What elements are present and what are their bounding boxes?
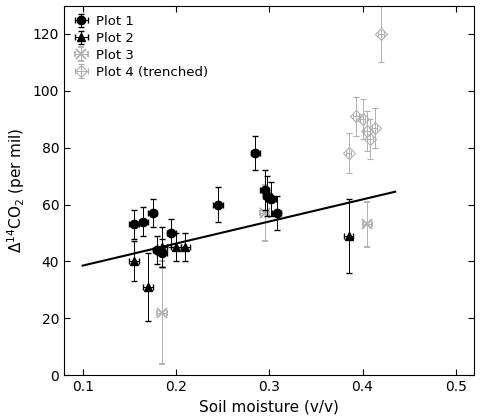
Legend: Plot 1, Plot 2, Plot 3, Plot 4 (trenched): Plot 1, Plot 2, Plot 3, Plot 4 (trenched…: [71, 12, 210, 81]
Y-axis label: $\Delta^{14}$CO$_2$ (per mil): $\Delta^{14}$CO$_2$ (per mil): [6, 128, 27, 253]
X-axis label: Soil moisture (v/v): Soil moisture (v/v): [199, 399, 339, 415]
